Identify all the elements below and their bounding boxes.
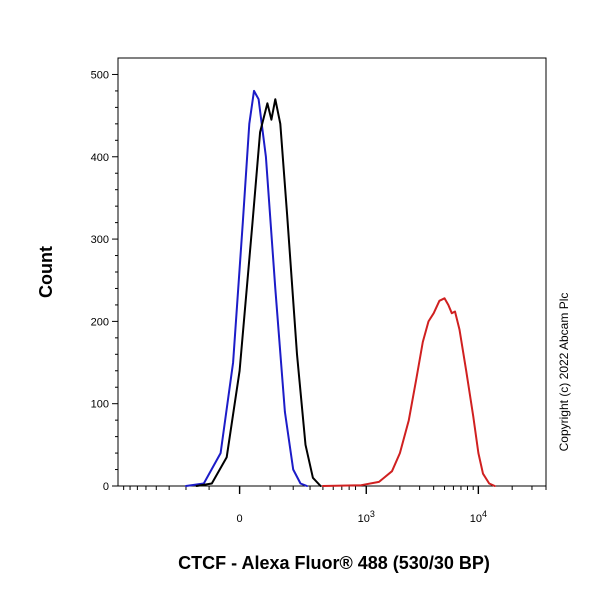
x-tick-label: 104: [470, 509, 487, 525]
plot-frame: [117, 57, 547, 487]
x-tick-label: 0: [237, 513, 243, 525]
y-tick-label: 500: [91, 69, 109, 81]
y-axis: 0 100 200 300 400 500: [91, 69, 118, 493]
x-tick-label: 103: [358, 509, 375, 525]
y-tick-label: 200: [91, 316, 109, 328]
copyright-annotation: Copyright (c) 2022 Abcam Plc: [557, 293, 571, 452]
series-line-2: [195, 98, 322, 487]
series-line-1: [185, 89, 308, 487]
x-axis: 0 103 104: [123, 486, 547, 525]
x-axis-title: CTCF - Alexa Fluor® 488 (530/30 BP): [178, 553, 490, 573]
y-tick-label: 0: [103, 481, 109, 493]
series-line-3: [321, 297, 496, 487]
y-axis-title: Count: [36, 246, 56, 298]
y-tick-label: 300: [91, 234, 109, 246]
y-tick-label: 400: [91, 152, 109, 164]
y-tick-label: 100: [91, 399, 109, 411]
series-layer: [185, 89, 496, 487]
